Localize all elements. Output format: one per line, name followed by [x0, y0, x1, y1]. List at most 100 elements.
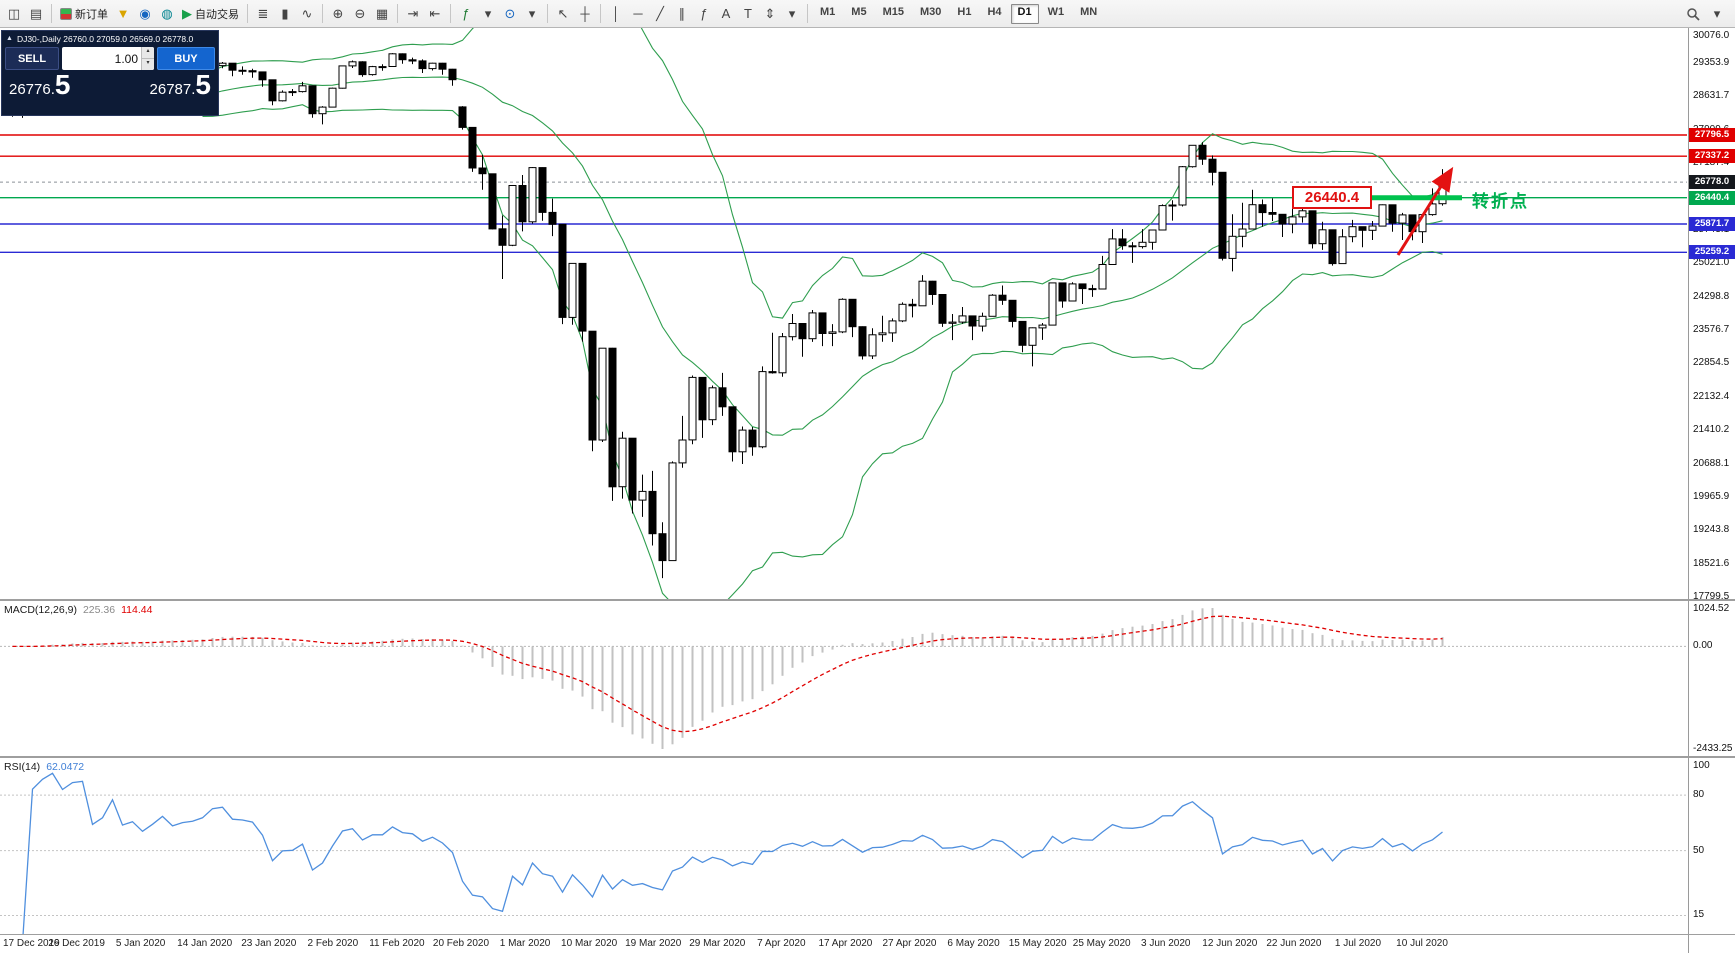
- toolbar-separator: [807, 4, 808, 23]
- time-axis-label: 2 Feb 2020: [307, 938, 359, 949]
- timeframe-M1[interactable]: M1: [820, 5, 836, 18]
- horizontal-line-tool-button[interactable]: ─: [627, 3, 649, 25]
- rsi-line: [22, 772, 1443, 934]
- macd-main-value: 225.36: [82, 604, 116, 616]
- new-chart-button[interactable]: ◫: [3, 3, 25, 25]
- price-axis[interactable]: 30076.029353.928631.727909.627187.426465…: [1689, 0, 1735, 953]
- metaquotes-button[interactable]: ◉: [134, 3, 156, 25]
- volume-increase-button[interactable]: ▴: [142, 47, 154, 59]
- symbol-search-button[interactable]: [1682, 3, 1704, 25]
- toolbar-separator: [397, 4, 398, 23]
- label-tool-icon: T: [744, 6, 752, 21]
- chart-ohlc-header: DJ30-,Daily 26760.0 27059.0 26569.0 2677…: [16, 33, 194, 44]
- panel-separator[interactable]: [0, 756, 1735, 758]
- timeframe-W1[interactable]: W1: [1047, 5, 1065, 18]
- timeframe-M30[interactable]: M30: [919, 5, 942, 18]
- bar-chart-mode-button[interactable]: ≣: [252, 3, 274, 25]
- crosshair-icon: ┼: [580, 6, 590, 21]
- macd-panel[interactable]: [0, 601, 1687, 756]
- price-axis-label: 22132.4: [1693, 390, 1730, 402]
- crosshair-button[interactable]: ┼: [574, 3, 596, 25]
- text-tool-button[interactable]: A: [715, 3, 737, 25]
- chart-shift-icon: ⇤: [429, 6, 441, 21]
- profiles-icon: ▤: [29, 6, 43, 21]
- cycles-dropdown-button[interactable]: ▾: [521, 3, 543, 25]
- price-axis-label: 19965.9: [1693, 491, 1730, 502]
- community-icon: ◍: [161, 6, 173, 21]
- macd-signal-value: 114.44: [121, 604, 153, 616]
- time-axis-label: 20 Feb 2020: [432, 938, 490, 949]
- fibonacci-tool-button[interactable]: ƒ: [693, 3, 715, 25]
- timeframe-H1[interactable]: H1: [957, 5, 972, 18]
- vertical-line-tool-button[interactable]: │: [605, 3, 627, 25]
- rsi-panel[interactable]: [0, 758, 1687, 934]
- line-chart-mode-icon: ∿: [301, 6, 313, 21]
- profiles-button[interactable]: ▤: [25, 3, 47, 25]
- community-button[interactable]: ◍: [156, 3, 178, 25]
- rsi-axis-label: 50: [1693, 844, 1705, 856]
- cursor-button[interactable]: ↖: [552, 3, 574, 25]
- macd-label: MACD(12,26,9) 225.36 114.44: [4, 604, 152, 616]
- auto-trading-button[interactable]: ▶ 自动交易: [178, 3, 243, 25]
- zoom-out-button[interactable]: ⊖: [349, 3, 371, 25]
- turning-point-label[interactable]: 转折点: [1472, 191, 1529, 211]
- volume-decrease-button[interactable]: ▾: [142, 59, 154, 70]
- channel-tool-button[interactable]: ∥: [671, 3, 693, 25]
- price-axis-label: 21410.2: [1693, 424, 1730, 436]
- timeframe-M5[interactable]: M5: [851, 5, 867, 18]
- search-dropdown-button[interactable]: ▾: [1713, 5, 1721, 21]
- price-axis-separator[interactable]: [1688, 28, 1689, 953]
- horizontal-line-tool-icon: ─: [633, 6, 643, 21]
- cursor-icon: ↖: [557, 6, 569, 21]
- chart-shift-button[interactable]: ⇤: [424, 3, 446, 25]
- timeframe-MN[interactable]: MN: [1080, 5, 1098, 18]
- time-axis-label: 27 Apr 2020: [882, 938, 937, 949]
- rsi-axis-label: 80: [1693, 789, 1705, 801]
- macd-axis-label: 1024.52: [1693, 603, 1730, 614]
- bollinger-lower-band: [202, 104, 1443, 599]
- auto-scroll-icon: ⇥: [407, 6, 419, 21]
- zoom-out-icon: ⊖: [354, 6, 366, 21]
- macd-histogram: [21, 608, 1444, 749]
- volume-input[interactable]: [62, 47, 154, 70]
- panel-separator[interactable]: [0, 599, 1735, 601]
- new-order-button[interactable]: 新订单: [56, 3, 112, 25]
- price-annotation[interactable]: 26440.4: [1292, 185, 1372, 209]
- auto-scroll-button[interactable]: ⇥: [402, 3, 424, 25]
- price-axis-label: 19243.8: [1693, 524, 1730, 536]
- price-axis-label: 29353.9: [1693, 56, 1730, 68]
- timeframe-D1[interactable]: D1: [1010, 3, 1039, 24]
- label-tool-button[interactable]: T: [737, 3, 759, 25]
- bollinger-upper-band: [202, 28, 1443, 319]
- indicators-dropdown-button[interactable]: ▾: [477, 3, 499, 25]
- time-axis[interactable]: 17 Dec 2019 26 Dec 2019 5 Jan 2020 14 Jan 2…: [0, 936, 1687, 953]
- time-axis-label: 11 Feb 2020: [369, 938, 425, 949]
- history-center-button[interactable]: ▼: [112, 3, 134, 25]
- arrows-tool-button[interactable]: ⇕: [759, 3, 781, 25]
- main-chart[interactable]: [0, 28, 1687, 599]
- trendline-tool-button[interactable]: ╱: [649, 3, 671, 25]
- sell-button[interactable]: SELL: [5, 47, 59, 70]
- price-axis-label: 22854.5: [1693, 357, 1730, 369]
- metaquotes-icon: ◉: [139, 6, 151, 21]
- objects-dropdown-button[interactable]: ▾: [781, 3, 803, 25]
- cycles-button[interactable]: ⊙: [499, 3, 521, 25]
- price-axis-label: 30076.0: [1693, 30, 1730, 41]
- line-chart-mode-button[interactable]: ∿: [296, 3, 318, 25]
- zoom-in-button[interactable]: ⊕: [327, 3, 349, 25]
- timeframe-M15[interactable]: M15: [882, 5, 904, 18]
- tile-windows-button[interactable]: ▦: [371, 3, 393, 25]
- up-arrow[interactable]: [1396, 166, 1454, 256]
- timeframe-H4[interactable]: H4: [987, 5, 1002, 18]
- line-price-label: 27796.5: [1689, 127, 1735, 142]
- indicators-button[interactable]: ƒ: [455, 3, 477, 25]
- toolbar-separator: [51, 4, 52, 23]
- toolbar-right-group: ▾: [1682, 3, 1732, 25]
- collapse-panel-icon[interactable]: ▲: [6, 35, 13, 42]
- toolbar-separator: [600, 4, 601, 23]
- rsi-axis-label: 15: [1693, 909, 1705, 921]
- buy-button[interactable]: BUY: [157, 47, 215, 70]
- candle-chart-mode-button[interactable]: ▮: [274, 3, 296, 25]
- objects-dropdown-icon: ▾: [788, 6, 796, 21]
